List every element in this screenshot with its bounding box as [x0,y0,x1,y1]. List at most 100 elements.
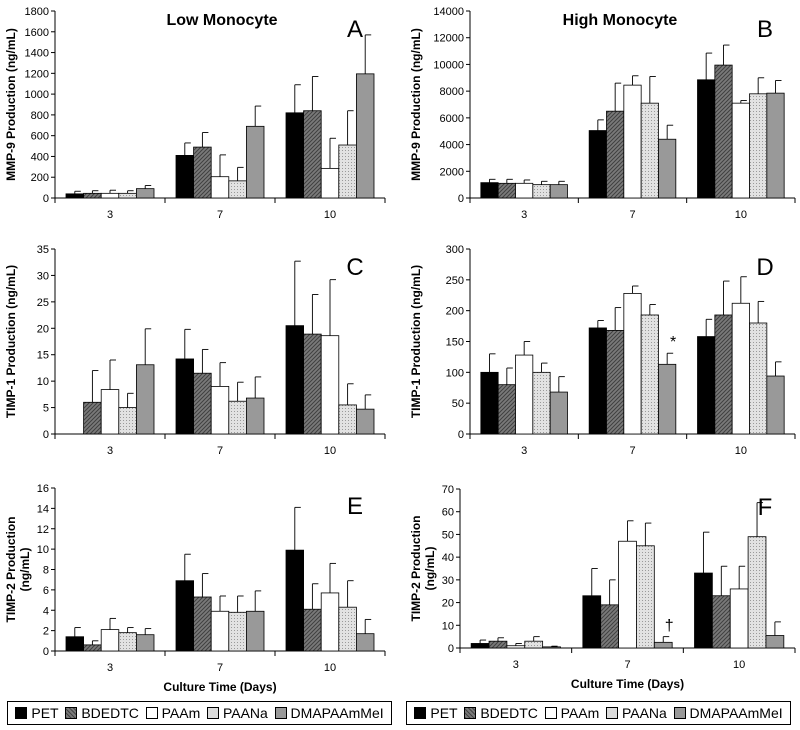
bar-pet [65,636,85,652]
bar-pet [694,572,713,649]
bar-bdedtc [714,64,733,199]
legend-label: PAANa [621,705,667,721]
y-tick-label: 0 [43,429,49,441]
y-axis-label-line: TIMP-2 Production [409,516,423,622]
bar-paam [729,588,749,649]
bar-paana [338,404,357,435]
x-tick-label: 10 [324,445,336,457]
bar-pet [697,79,716,199]
x-tick-label: 3 [107,662,113,674]
x-tick-label: 7 [217,445,223,457]
bar-paana [532,371,551,435]
legend-item-paam: PAAm [544,705,600,721]
y-axis-label: TIMP-1 Production (ng/mL) [409,265,423,418]
bar-paam [515,182,534,199]
legend-item-dmapaammei: DMAPAAmMeI [673,705,783,721]
bar-pet [175,358,195,435]
bar-bdedtc [497,384,516,435]
significance-marker: * [670,334,676,351]
bar-pet [65,193,85,199]
legend-label: BDEDTC [480,705,538,721]
y-tick-label: 5 [43,403,49,415]
x-tick-label: 10 [324,209,336,221]
y-tick-label: 30 [442,575,454,587]
x-axis-label: Culture Time (Days) [163,680,276,694]
legend-label: PAANa [222,705,268,721]
bdedtc-swatch [464,707,477,719]
y-tick-label: 200 [446,306,464,318]
bar-dmapaammei [653,641,673,649]
y-tick-label: 0 [458,429,464,441]
x-tick-label: 10 [733,659,745,671]
paana-swatch [605,707,618,719]
bar-bdedtc [83,192,102,199]
x-tick-label: 7 [624,659,630,671]
chart-panel-f: 0 10 20 30 40 50 60 70 3 7 10 † F TIMP-2 Production(n… [409,484,796,691]
bar-pet [285,549,305,652]
bar-paam [100,389,120,435]
bar-bdedtc [488,640,508,649]
x-tick-label: 10 [735,209,747,221]
bar-bdedtc [606,110,625,199]
bar-pet [588,130,607,199]
y-tick-label: 250 [446,275,464,287]
legend-item-dmapaammei: DMAPAAmMeI [274,705,384,721]
y-tick-label: 2 [43,626,49,638]
legend-right: PET BDEDTC PAAm PAANa DMAPAAmMeI [406,701,791,725]
y-tick-label: 1400 [25,48,49,60]
x-tick-label: 3 [107,445,113,457]
y-tick-label: 14 [37,503,49,515]
bar-dmapaammei [765,635,785,649]
pet-swatch [15,707,28,719]
x-tick-label: 7 [217,209,223,221]
legend-label: PAAm [560,705,600,721]
y-tick-label: 20 [37,323,49,335]
y-tick-label: 50 [442,529,454,541]
bar-pet [175,580,195,652]
bar-paana [640,102,659,199]
y-tick-label: 600 [31,131,49,143]
x-axis-label: Culture Time (Days) [571,677,684,691]
bar-bdedtc [83,644,102,652]
dmapaammei-swatch [274,707,287,719]
x-tick-label: 3 [107,209,113,221]
bar-bdedtc [497,182,516,199]
x-tick-label: 3 [521,209,527,221]
chart-panel-e: 0 2 4 6 8 10 12 14 16 3 7 10 E TIMP-2 Production(ng/m… [4,483,386,694]
chart-panel-d: 0 50 100 150 200 250 300 3 7 10 * D TIMP-1 Productio… [409,244,796,457]
bar-bdedtc [600,604,619,649]
bar-paam [210,176,230,199]
y-tick-label: 10 [37,544,49,556]
y-tick-label: 1000 [25,89,49,101]
y-tick-label: 800 [31,110,49,122]
paam-swatch [145,707,158,719]
paana-swatch [206,707,219,719]
legend-item-pet: PET [15,705,59,721]
y-tick-label: 300 [446,244,464,256]
chart-title: High Monocyte [563,12,678,29]
panel-label: C [346,254,363,281]
significance-marker: † [665,618,674,635]
x-tick-label: 7 [629,445,635,457]
bar-paam [618,540,637,649]
y-tick-label: 60 [442,507,454,519]
chart-title: Low Monocyte [166,12,277,29]
y-axis-label-line: (ng/mL) [18,548,32,592]
bar-bdedtc [303,333,322,435]
bar-paam [731,302,750,435]
y-tick-label: 10000 [433,59,464,71]
bar-paam [623,292,642,435]
chart-panel-c: 0 5 10 15 20 25 30 35 3 7 10 C TIMP-1 Production (ng… [4,244,386,457]
bar-dmapaammei [549,391,568,435]
y-tick-label: 25 [37,297,49,309]
bar-paam [210,386,230,435]
bar-dmapaammei [245,610,265,652]
panel-label: A [347,16,363,43]
y-tick-label: 70 [442,484,454,496]
bar-pet [470,643,490,649]
y-tick-label: 16 [37,483,49,495]
bar-paam [731,102,750,199]
legend-label: BDEDTC [81,705,139,721]
bar-paana [749,322,768,435]
bar-dmapaammei [355,408,375,435]
